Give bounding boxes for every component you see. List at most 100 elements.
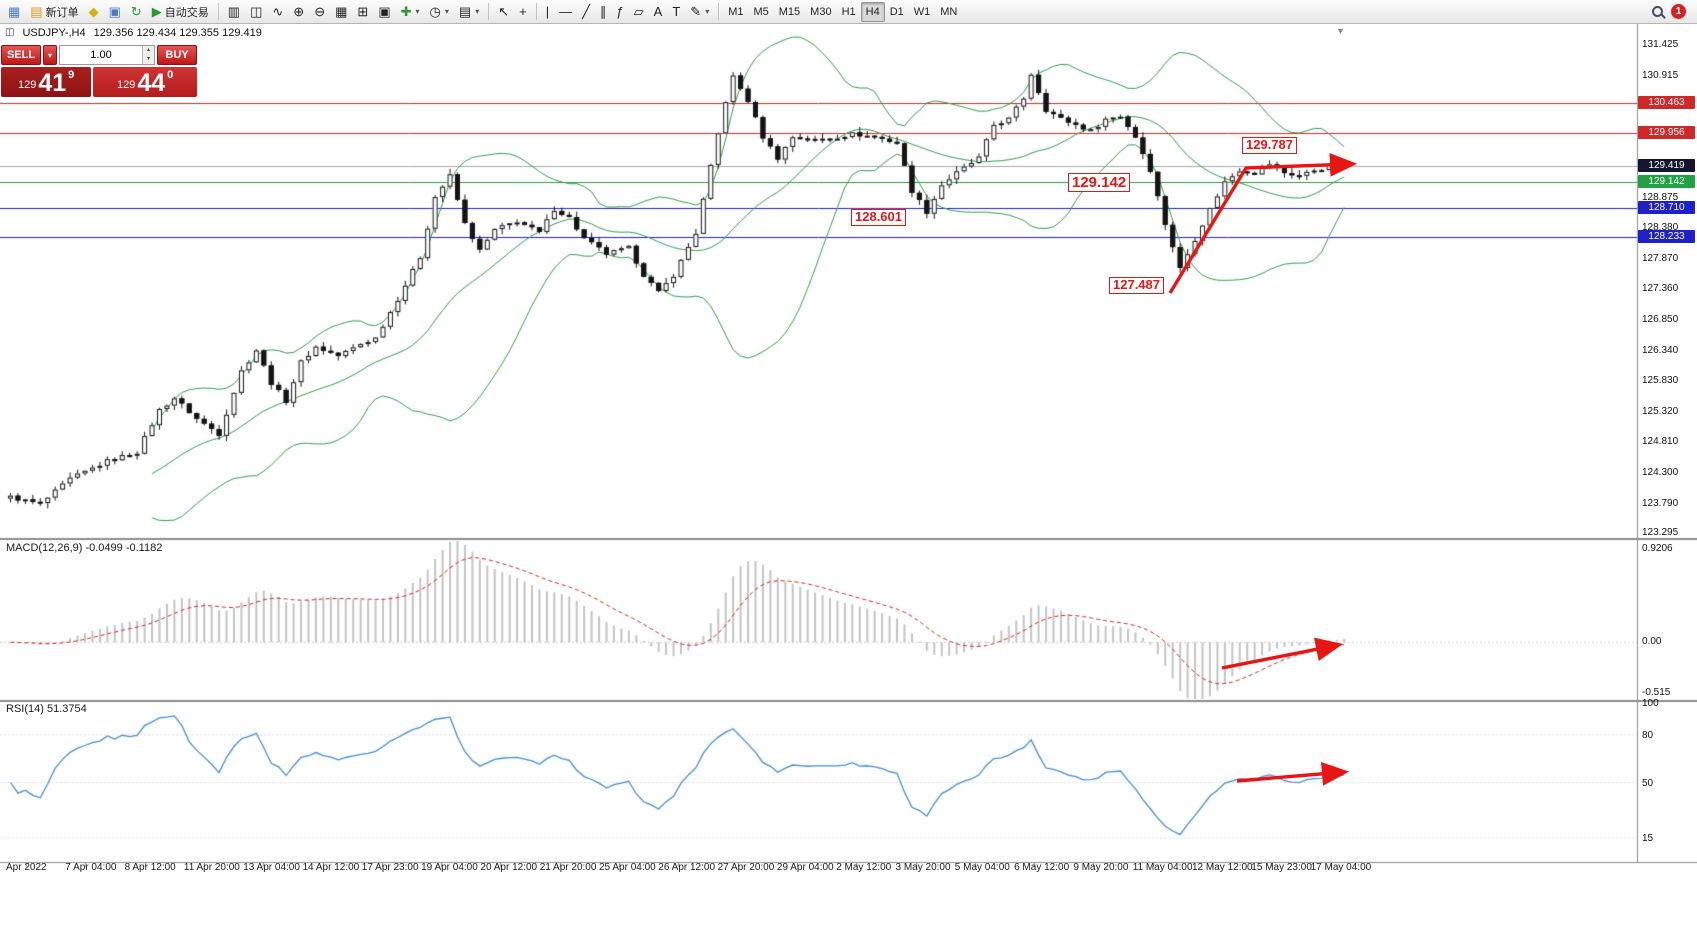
- templates-button[interactable]: ▤ ▾: [454, 2, 484, 22]
- vertical-line-icon: |: [545, 4, 550, 19]
- zoom-out-button[interactable]: ⊖: [309, 2, 330, 22]
- arrange-windows-button[interactable]: ⊞: [352, 2, 373, 22]
- autotrading-icon: ▶: [151, 4, 162, 19]
- toolbar-separator: [488, 3, 490, 20]
- ohlc-values: 129.356 129.434 129.355 129.419: [93, 27, 262, 39]
- sell-price[interactable]: 129 41 9: [1, 67, 92, 97]
- fibonacci-button[interactable]: ƒ: [611, 2, 628, 22]
- tf-w1-button[interactable]: W1: [909, 2, 936, 22]
- data-window-button[interactable]: ▣: [104, 2, 126, 22]
- arrows-dropdown-icon: ▾: [705, 7, 710, 16]
- horizontal-line-button[interactable]: —: [554, 2, 577, 22]
- tf-m15-label: M15: [778, 5, 801, 18]
- tf-h4-label: H4: [865, 5, 880, 18]
- tf-m1-label: M1: [728, 5, 744, 18]
- tf-m1-button[interactable]: M1: [723, 2, 748, 22]
- tf-h1-button[interactable]: H1: [837, 2, 861, 22]
- price-chart-canvas[interactable]: [0, 24, 1697, 944]
- buy-price[interactable]: 129 44 0: [93, 67, 197, 97]
- tile-windows-icon: ▦: [335, 4, 348, 19]
- tf-m15-button[interactable]: M15: [774, 2, 805, 22]
- horizontal-line-icon: —: [559, 4, 573, 19]
- new-chart-icon: ▦: [8, 4, 21, 19]
- indicators-icon: ✚: [400, 4, 412, 19]
- new-order-icon: ▤: [30, 4, 43, 19]
- tf-m5-button[interactable]: M5: [748, 2, 773, 22]
- new-order-button[interactable]: ▤ 新订单: [25, 2, 83, 22]
- equidistant-channel-button[interactable]: ∥: [595, 2, 612, 22]
- notifications-badge[interactable]: 1: [1671, 4, 1686, 19]
- text-label-icon: T: [672, 4, 681, 19]
- chart-shift-marker: ▼: [1336, 26, 1345, 36]
- indicators-button[interactable]: ✚ ▾: [396, 2, 425, 22]
- buy-button[interactable]: BUY: [157, 45, 197, 65]
- line-chart-icon: ∿: [272, 4, 284, 19]
- tf-m5-label: M5: [753, 5, 769, 18]
- arrange-windows-icon: ⊞: [357, 4, 369, 19]
- crosshair-icon: +: [519, 4, 527, 19]
- indicators-dropdown-icon: ▾: [415, 7, 420, 16]
- candlestick-chart-button[interactable]: ◫: [245, 2, 267, 22]
- chart-icon: ◫: [5, 27, 15, 38]
- periods-button[interactable]: ◷ ▾: [425, 2, 454, 22]
- market-watch-icon: ◆: [88, 4, 99, 19]
- sell-button[interactable]: SELL: [1, 45, 41, 65]
- tf-d1-button[interactable]: D1: [885, 2, 909, 22]
- zoom-out-icon: ⊖: [314, 4, 326, 19]
- cursor-button[interactable]: ↖: [493, 2, 514, 22]
- rsi-indicator-label: RSI(14) 51.3754: [6, 703, 87, 715]
- tf-mn-label: MN: [940, 5, 958, 18]
- tile-windows-button[interactable]: ▦: [330, 2, 352, 22]
- autotrading-button[interactable]: ▶ 自动交易: [147, 2, 214, 22]
- trendline-icon: ╱: [582, 4, 590, 19]
- volume-up-icon[interactable]: ▴: [143, 46, 154, 55]
- data-window-icon: ▣: [108, 4, 121, 19]
- toolbar-separator: [217, 3, 219, 20]
- new-chart-button[interactable]: ▦: [3, 2, 25, 22]
- price-annotation[interactable]: 129.142: [1068, 173, 1131, 193]
- templates-icon: ▤: [458, 4, 472, 19]
- new-order-label: 新订单: [45, 6, 79, 19]
- trade-mode-dropdown[interactable]: ▾: [43, 45, 57, 65]
- crosshair-button[interactable]: +: [514, 2, 532, 22]
- tf-mn-button[interactable]: MN: [935, 2, 962, 22]
- chart-ohlc-header: ◫ USDJPY-,H4 129.356 129.434 129.355 129…: [5, 27, 262, 39]
- tf-m30-button[interactable]: M30: [805, 2, 836, 22]
- volume-input[interactable]: [60, 49, 142, 61]
- symbol-timeframe-label: USDJPY-,H4: [22, 27, 86, 39]
- fibonacci-icon: ƒ: [616, 4, 624, 19]
- tf-h4-button[interactable]: H4: [860, 1, 885, 22]
- line-chart-button[interactable]: ∿: [267, 2, 288, 22]
- periods-dropdown-icon: ▾: [444, 7, 449, 16]
- volume-stepper: ▴ ▾: [142, 46, 154, 64]
- text-button[interactable]: A: [649, 2, 668, 22]
- shapes-button[interactable]: ▱: [629, 2, 649, 22]
- arrows-button[interactable]: ✎ ▾: [685, 2, 714, 22]
- cursor-icon: ↖: [498, 4, 510, 19]
- search-icon[interactable]: [1652, 6, 1663, 17]
- market-watch-button[interactable]: ◆: [84, 2, 104, 22]
- equidistant-channel-icon: ∥: [599, 4, 607, 19]
- price-annotation[interactable]: 128.601: [851, 209, 906, 226]
- volume-down-icon[interactable]: ▾: [143, 55, 154, 64]
- terminal-button[interactable]: ↻: [126, 2, 147, 22]
- cascade-windows-button[interactable]: ▣: [373, 2, 395, 22]
- zoom-in-button[interactable]: ⊕: [288, 2, 309, 22]
- toolbar-separator: [535, 3, 537, 20]
- toolbar: ▦ ▤ 新订单 ◆ ▣ ↻ ▶ 自动交易 ▥ ◫ ∿ ⊕ ⊖ ▦ ⊞ ▣ ✚ ▾ ◷ ▾ ▤ ▾ ↖ + | — ╱ ∥ ƒ ▱ A T ✎ ▾ M…: [0, 0, 1697, 24]
- macd-indicator-label: MACD(12,26,9) -0.0499 -0.1182: [6, 542, 163, 554]
- trendline-button[interactable]: ╱: [577, 2, 595, 22]
- toolbar-right: 1: [1652, 4, 1694, 19]
- vertical-line-button[interactable]: |: [541, 2, 554, 22]
- bar-chart-button[interactable]: ▥: [223, 2, 245, 22]
- arrows-icon: ✎: [690, 4, 702, 19]
- price-annotation[interactable]: 127.487: [1109, 277, 1164, 294]
- price-annotation[interactable]: 129.787: [1242, 137, 1297, 154]
- tf-m30-label: M30: [810, 5, 832, 18]
- text-label-button[interactable]: T: [667, 2, 685, 22]
- templates-dropdown-icon: ▾: [475, 7, 480, 16]
- volume-field: ▴ ▾: [59, 45, 155, 65]
- cascade-windows-icon: ▣: [378, 4, 391, 19]
- shapes-icon: ▱: [633, 4, 644, 19]
- candlestick-chart-icon: ◫: [250, 4, 263, 19]
